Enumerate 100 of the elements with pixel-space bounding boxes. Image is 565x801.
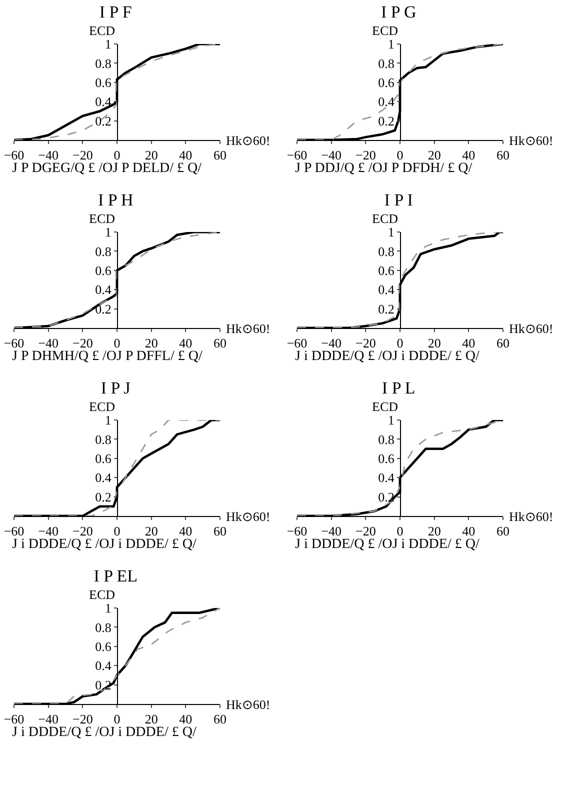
x-tick-label: 40	[179, 148, 192, 163]
chart-title: I P I	[384, 190, 414, 210]
y-tick-label: 0.4	[95, 470, 112, 486]
y-tick-label: 0.4	[95, 282, 112, 298]
y-axis-title: ECD	[89, 23, 115, 38]
x-tick-label: −40	[38, 148, 58, 163]
x-tick-label: 0	[114, 336, 120, 351]
chart-title: I P EL	[94, 566, 138, 586]
y-tick-label: 1	[388, 224, 394, 240]
x-tick-label: −40	[321, 524, 342, 539]
x-tick-label: −40	[38, 712, 58, 727]
x-tick-label: 40	[179, 336, 192, 351]
text: J P DHMH/Q £ /OJ P DFFL/ £ Q/	[12, 349, 202, 364]
x-tick-label: 40	[179, 712, 192, 727]
x-tick-label: 60	[214, 524, 226, 539]
text: J P DGEG/Q £ /OJ P DELD/ £ Q/	[12, 161, 202, 176]
x-tick-label: 20	[144, 712, 158, 727]
x-axis-title: Hk⊙60!	[226, 133, 270, 148]
x-tick-label: 0	[396, 148, 404, 163]
y-axis-title: ECD	[89, 211, 115, 226]
x-tick-label: −60	[4, 712, 24, 727]
y-tick-label: 1	[104, 600, 112, 616]
y-tick-label: 0.2	[378, 113, 394, 128]
x-tick-label: 60	[214, 148, 226, 163]
y-tick-label: 0.6	[95, 638, 112, 654]
y-tick-label: 0.8	[378, 56, 394, 71]
x-tick-label: −60	[286, 524, 308, 539]
x-tick-label: −20	[72, 712, 93, 727]
y-tick-label: 1	[104, 412, 112, 428]
x-tick-label: 60	[214, 336, 226, 351]
y-tick-label: 0.8	[378, 244, 394, 259]
x-tick-label: 0	[114, 148, 120, 163]
x-tick-label: 40	[462, 524, 476, 539]
x-tick-label: 20	[144, 148, 158, 163]
x-tick-label: 40	[462, 148, 476, 163]
x-tick-label: −40	[321, 336, 342, 351]
y-tick-label: 0.4	[378, 282, 395, 298]
x-tick-label: 60	[496, 148, 510, 163]
y-tick-label: 0.8	[95, 432, 112, 447]
x-tick-label: −60	[4, 148, 24, 163]
y-tick-label: 0.4	[95, 658, 112, 674]
y-tick-label: 1	[388, 412, 394, 428]
y-axis-title: ECD	[89, 399, 115, 414]
x-tick-label: 60	[214, 712, 226, 727]
chart-title: I P H	[98, 190, 134, 210]
y-axis-title: ECD	[372, 399, 398, 414]
y-tick-label: 1	[104, 224, 112, 240]
y-tick-label: 0.2	[95, 113, 112, 128]
x-tick-label: 0	[396, 524, 404, 539]
x-tick-label: −40	[38, 336, 58, 351]
x-tick-label: 20	[428, 336, 441, 351]
x-tick-label: 20	[428, 148, 441, 163]
y-axis-title: ECD	[372, 23, 398, 38]
x-tick-label: −40	[38, 524, 58, 539]
x-tick-label: 40	[179, 524, 192, 539]
x-tick-label: −60	[286, 148, 308, 163]
y-tick-label: 1	[388, 36, 394, 52]
y-tick-label: 0.2	[378, 301, 394, 316]
x-tick-label: −60	[286, 336, 308, 351]
x-tick-label: 20	[144, 524, 158, 539]
y-tick-label: 0.6	[95, 262, 112, 278]
x-tick-label: 20	[428, 524, 441, 539]
y-tick-label: 0.8	[95, 244, 112, 259]
x-tick-label: 0	[114, 524, 120, 539]
x-axis-title: Hk⊙60!	[509, 509, 554, 524]
y-axis-title: ECD	[372, 211, 398, 226]
x-axis-title: Hk⊙60!	[509, 133, 554, 148]
y-tick-label: 0.4	[378, 470, 395, 486]
chart-title: I P G	[380, 2, 416, 22]
y-tick-label: 0.8	[378, 432, 394, 447]
x-tick-label: 0	[396, 336, 404, 351]
y-tick-label: 0.6	[95, 74, 112, 90]
x-tick-label: −40	[321, 148, 342, 163]
x-tick-label: −20	[72, 148, 93, 163]
x-tick-label: 0	[114, 712, 120, 727]
y-tick-label: 0.2	[378, 489, 394, 504]
y-axis-title: ECD	[89, 587, 115, 602]
x-axis-title: Hk⊙60!	[226, 509, 270, 524]
text: J i DDDE/Q £ /OJ i DDDE/ £ Q/	[295, 349, 480, 364]
y-tick-label: 0.6	[378, 74, 395, 90]
y-tick-label: 0.4	[378, 94, 395, 110]
x-axis-title: Hk⊙60!	[509, 321, 554, 336]
text: J i DDDE/Q £ /OJ i DDDE/ £ Q/	[12, 537, 196, 552]
y-tick-label: 0.8	[95, 56, 112, 71]
text: J i DDDE/Q £ /OJ i DDDE/ £ Q/	[295, 537, 480, 552]
text: J i DDDE/Q £ /OJ i DDDE/ £ Q/	[12, 725, 196, 740]
x-tick-label: 60	[496, 336, 510, 351]
x-tick-label: −20	[72, 524, 93, 539]
x-axis-title: Hk⊙60!	[226, 697, 270, 712]
chart-title: I P F	[99, 2, 132, 22]
x-tick-label: −60	[4, 524, 24, 539]
text: J P DDJ/Q £ /OJ P DFDH/ £ Q/	[295, 161, 472, 176]
y-tick-label: 0.2	[95, 489, 112, 504]
x-tick-label: −20	[356, 148, 376, 163]
x-tick-label: 60	[496, 524, 510, 539]
x-tick-label: −60	[4, 336, 24, 351]
y-tick-label: 0.6	[378, 450, 395, 466]
x-tick-label: −20	[72, 336, 93, 351]
chart-title: I P L	[382, 378, 416, 398]
y-tick-label: 0.8	[95, 620, 112, 635]
